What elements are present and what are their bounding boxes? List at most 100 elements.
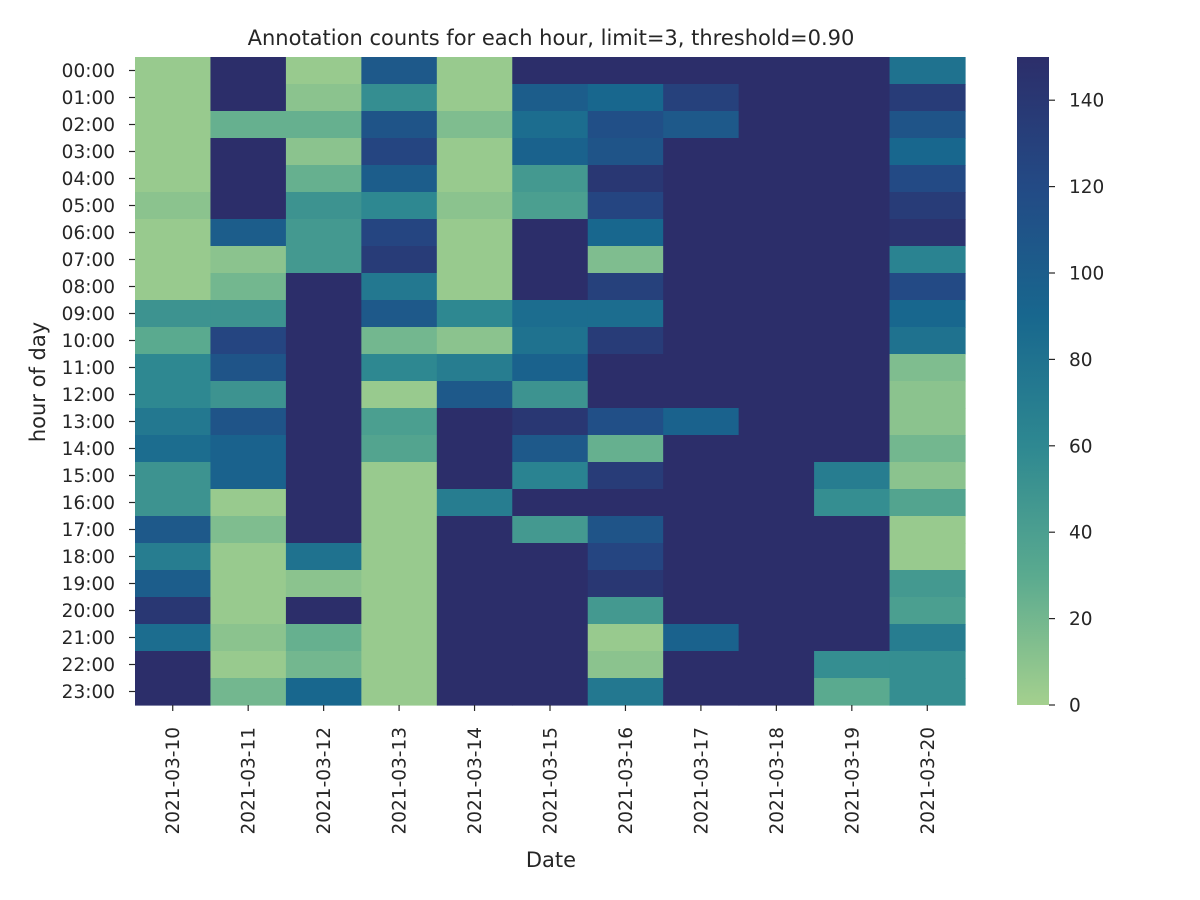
heatmap-cell: [889, 489, 966, 517]
heatmap-cell: [587, 381, 664, 409]
y-tick-label: 16:00: [62, 493, 115, 514]
heatmap-cell: [436, 111, 513, 139]
heatmap-cell: [285, 165, 362, 193]
heatmap-cell: [512, 435, 589, 463]
heatmap-cell: [285, 435, 362, 463]
heatmap-cell: [738, 624, 815, 652]
heatmap-cell: [436, 435, 513, 463]
heatmap-cell: [361, 111, 438, 139]
y-tick-label: 10:00: [62, 331, 115, 352]
heatmap-cell: [210, 381, 287, 409]
heatmap-cell: [663, 84, 740, 112]
heatmap-cell: [814, 435, 891, 463]
heatmap-cell: [814, 678, 891, 706]
heatmap-cell: [210, 165, 287, 193]
heatmap-cell: [210, 570, 287, 598]
heatmap-cell: [512, 246, 589, 274]
heatmap-cell: [663, 219, 740, 247]
heatmap-cell: [135, 543, 212, 571]
heatmap-cell: [889, 192, 966, 220]
heatmap-cell: [285, 219, 362, 247]
heatmap-cell: [889, 678, 966, 706]
heatmap-cell: [512, 219, 589, 247]
heatmap-cell: [512, 381, 589, 409]
colorbar-tick-label: 40: [1069, 523, 1093, 544]
heatmap-cell: [889, 408, 966, 436]
heatmap-cell: [285, 489, 362, 517]
heatmap-cell: [285, 651, 362, 679]
heatmap-cell: [436, 192, 513, 220]
heatmap-cell: [814, 597, 891, 625]
heatmap-cell: [361, 408, 438, 436]
heatmap-cell: [210, 516, 287, 544]
heatmap-cell: [512, 543, 589, 571]
heatmap-cell: [738, 570, 815, 598]
colorbar-tick-label: 100: [1069, 264, 1104, 285]
heatmap-cell: [587, 516, 664, 544]
heatmap-cell: [889, 651, 966, 679]
heatmap-cell: [285, 381, 362, 409]
heatmap-cell: [210, 597, 287, 625]
heatmap-cell: [135, 624, 212, 652]
heatmap-cell: [436, 57, 513, 85]
x-tick-label: 2021-03-12: [314, 727, 335, 835]
heatmap-cell: [210, 138, 287, 166]
heatmap-cell: [436, 300, 513, 328]
heatmap-cell: [587, 165, 664, 193]
x-tick-label: 2021-03-14: [465, 727, 486, 835]
heatmap-cell: [135, 408, 212, 436]
y-tick-label: 02:00: [62, 115, 115, 136]
heatmap-cell: [361, 570, 438, 598]
heatmap-cell: [285, 570, 362, 598]
heatmap-cell: [738, 219, 815, 247]
heatmap-cells: [135, 57, 966, 706]
y-tick-label: 20:00: [62, 601, 115, 622]
heatmap-cell: [587, 138, 664, 166]
heatmap-cell: [738, 678, 815, 706]
heatmap-cell: [738, 462, 815, 490]
heatmap-cell: [135, 138, 212, 166]
x-tick-label: 2021-03-10: [163, 727, 184, 835]
heatmap-cell: [587, 57, 664, 85]
heatmap-cell: [210, 327, 287, 355]
heatmap-cell: [361, 543, 438, 571]
heatmap-cell: [663, 327, 740, 355]
heatmap-cell: [587, 462, 664, 490]
heatmap-cell: [285, 327, 362, 355]
heatmap-cell: [587, 597, 664, 625]
heatmap-cell: [436, 624, 513, 652]
heatmap-cell: [738, 300, 815, 328]
heatmap-cell: [814, 354, 891, 382]
heatmap-cell: [210, 273, 287, 301]
heatmap-cell: [663, 435, 740, 463]
heatmap-cell: [361, 381, 438, 409]
heatmap-cell: [738, 489, 815, 517]
heatmap-cell: [663, 165, 740, 193]
heatmap-cell: [512, 408, 589, 436]
x-tick-label: 2021-03-15: [541, 727, 562, 835]
heatmap-cell: [587, 408, 664, 436]
heatmap-cell: [210, 354, 287, 382]
heatmap-cell: [587, 300, 664, 328]
colorbar-tick-label: 80: [1069, 350, 1093, 371]
heatmap-cell: [587, 219, 664, 247]
heatmap-cell: [814, 516, 891, 544]
heatmap-cell: [512, 624, 589, 652]
heatmap-cell: [512, 597, 589, 625]
heatmap-cell: [587, 354, 664, 382]
heatmap-cell: [361, 597, 438, 625]
y-tick-label: 18:00: [62, 547, 115, 568]
heatmap-cell: [361, 354, 438, 382]
heatmap-cell: [361, 273, 438, 301]
heatmap-cell: [436, 354, 513, 382]
heatmap-cell: [135, 273, 212, 301]
heatmap-cell: [587, 84, 664, 112]
heatmap-cell: [135, 246, 212, 274]
heatmap-cell: [663, 138, 740, 166]
heatmap-cell: [814, 57, 891, 85]
x-tick-label: 2021-03-18: [767, 727, 788, 835]
heatmap-cell: [587, 624, 664, 652]
x-tick-label: 2021-03-13: [390, 727, 411, 835]
heatmap-cell: [738, 327, 815, 355]
